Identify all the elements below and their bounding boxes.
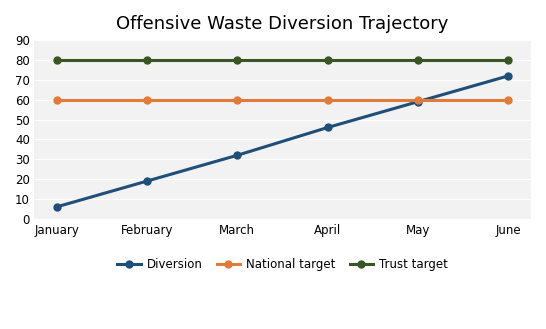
Diversion <box>415 100 422 104</box>
National target <box>144 98 150 102</box>
National target <box>234 98 241 102</box>
Trust target <box>505 58 512 62</box>
Title: Offensive Waste Diversion Trajectory: Offensive Waste Diversion Trajectory <box>116 15 449 33</box>
Line: National target: National target <box>53 96 512 103</box>
Diversion <box>54 205 60 209</box>
Diversion <box>234 153 241 157</box>
Diversion <box>324 125 331 129</box>
Diversion <box>505 74 512 78</box>
Trust target <box>324 58 331 62</box>
Trust target <box>144 58 150 62</box>
Line: Trust target: Trust target <box>53 57 512 63</box>
Legend: Diversion, National target, Trust target: Diversion, National target, Trust target <box>112 253 453 276</box>
Diversion <box>144 179 150 183</box>
National target <box>324 98 331 102</box>
National target <box>505 98 512 102</box>
National target <box>54 98 60 102</box>
National target <box>415 98 422 102</box>
Trust target <box>234 58 241 62</box>
Trust target <box>54 58 60 62</box>
Line: Diversion: Diversion <box>53 72 512 210</box>
Trust target <box>415 58 422 62</box>
